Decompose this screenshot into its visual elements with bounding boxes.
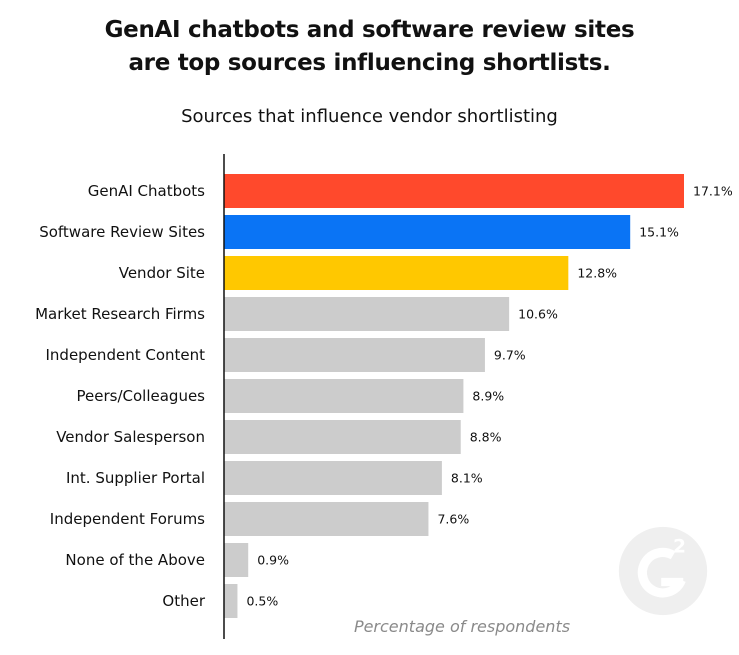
category-label: None of the Above [65,551,205,569]
bar-other [224,584,238,618]
category-label: GenAI Chatbots [88,182,205,200]
title-line-1: GenAI chatbots and software review sites [104,17,635,43]
bar-software-review-sites [224,215,631,249]
bar-market-research-firms [224,297,510,331]
category-label: Vendor Salesperson [56,428,205,446]
category-label: Other [162,592,205,610]
chart-subtitle: Sources that influence vendor shortlisti… [181,106,558,127]
x-axis-title: Percentage of respondents [354,617,570,636]
value-label: 17.1% [693,184,733,199]
bar-independent-forums [224,502,429,536]
value-label: 10.6% [518,307,558,322]
value-label: 7.6% [437,512,469,527]
value-label: 8.1% [451,471,483,486]
chart-title: GenAI chatbots and software review sites… [0,14,739,80]
bar-genai-chatbots [224,174,684,208]
value-label: 8.8% [470,430,502,445]
bar-vendor-site [224,256,569,290]
category-label: Int. Supplier Portal [66,469,205,487]
value-label: 0.5% [246,594,278,609]
value-label: 12.8% [577,266,617,281]
bar-none-of-the-above [224,543,249,577]
category-label: Software Review Sites [39,223,205,241]
value-label: 15.1% [639,225,679,240]
bar-vendor-salesperson [224,420,461,454]
bar-int-supplier-portal [224,461,442,495]
category-label: Vendor Site [119,264,205,282]
value-label: 9.7% [494,348,526,363]
category-label: Market Research Firms [35,305,205,323]
title-line-2: are top sources influencing shortlists. [128,50,611,76]
bar-peers-colleagues [224,379,464,413]
bar-independent-content [224,338,485,372]
g2-logo-icon: 2 [618,526,708,616]
bars-group: GenAI Chatbots 17.1% Software Review Sites… [35,174,733,618]
value-label: 0.9% [257,553,289,568]
category-label: Peers/Colleagues [77,387,206,405]
value-label: 8.9% [472,389,504,404]
category-label: Independent Forums [50,510,205,528]
svg-text:2: 2 [673,537,686,558]
category-label: Independent Content [46,346,206,364]
